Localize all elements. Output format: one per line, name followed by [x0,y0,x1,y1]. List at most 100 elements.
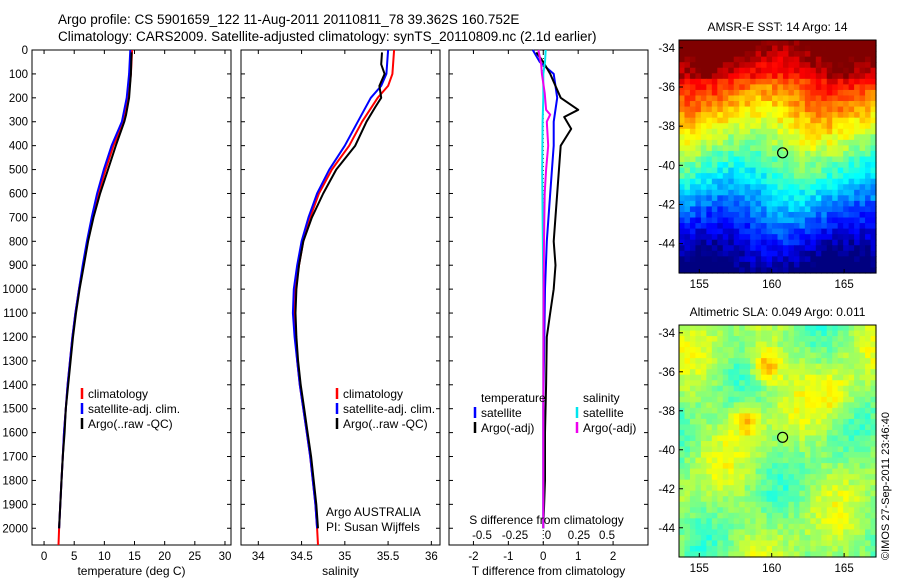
sst-map-cell [859,173,866,180]
sst-map-cell [777,239,784,246]
sla-map-cell [793,551,800,558]
sla-map-cell [722,540,729,547]
sla-map-cell [750,347,757,354]
sla-map-cell [782,474,790,481]
sla-map-cell [695,363,702,370]
sla-map-cell [739,496,746,503]
sla-map-cell [865,325,872,332]
sst-map-cell [739,150,746,158]
salinity-series-argo-raw-qc- [294,52,386,529]
sst-map-cell [700,267,707,274]
sst-map-cell [772,123,779,130]
sla-map-cell [793,446,800,453]
sla-map-cell [804,435,811,442]
sst-map-cell [854,78,861,85]
sla-map-cell [799,512,806,519]
sst-map-cell [815,195,822,202]
sla-map-cell [788,518,795,525]
sla-map-cell [750,380,757,387]
sst-map-cell [848,56,855,63]
sst-map-cell [717,239,724,246]
sst-map-cell [788,51,795,58]
sst-map-cell [832,134,839,141]
sla-map-cell [782,496,790,503]
sst-map-cell [711,217,718,224]
sst-map [679,40,877,274]
sla-map-cell [772,490,779,497]
sst-map-cell [695,245,702,252]
sla-map-cell [755,479,762,486]
sla-map-cell [744,413,751,420]
sst-map-cell [788,101,795,108]
sst-map-cell [865,211,872,219]
salinity-xtick-label: 36 [425,551,438,563]
sla-map-cell [865,540,872,547]
sst-map-cell [865,256,872,263]
sst-map-cell [870,156,877,163]
sst-map-cell [717,195,724,202]
sst-map-cell [695,239,702,246]
sst-map-cell [744,45,751,52]
sst-map-cell [772,261,779,269]
sst-map-cell [799,84,806,91]
sst-map-cell [782,62,790,69]
sla-map-cell [826,402,833,409]
sla-map-cell [728,501,735,508]
sst-map-cell [717,267,724,274]
sst-map-cell [837,128,844,135]
sla-map-cell [788,325,795,332]
sla-map-cell [700,501,707,508]
sst-map-cell [826,123,833,130]
sla-map-cell [684,418,691,426]
sla-map-cell [684,441,691,448]
sla-map-cell [755,529,762,536]
sla-map-cell [832,551,839,558]
sst-map-cell [804,184,811,191]
sst-map-cell [744,145,751,152]
sla-map-cell [679,358,686,365]
sst-map-cell [684,67,691,74]
sst-map-cell [750,228,757,235]
difference-axes-box [448,49,649,546]
sla-map-cell [750,457,757,464]
sla-map-cell [711,496,718,503]
sla-map-cell [815,496,822,503]
sst-map-cell [799,261,806,269]
sla-map-cell [799,363,806,370]
sla-map-cell [739,446,746,453]
sst-map-cell [689,189,697,196]
sla-map-cell [870,424,877,431]
sla-map-cell [761,413,768,420]
sla-map-cell [689,336,697,343]
sst-map-cell [859,178,866,185]
sst-map-cell [859,40,866,47]
sla-map-cell [728,424,735,431]
sst-map-cell [793,62,800,69]
sst-map-cell [679,95,686,102]
sla-map-cell [804,341,811,348]
sla-map-cell [722,457,729,464]
sst-map-cell [815,211,822,219]
sst-map-cell [837,256,844,263]
sst-map-cell [870,101,877,108]
sla-map-cell [761,496,768,503]
sla-map-cell [739,457,746,464]
difference-xtick-label: -2 [468,551,478,563]
sla-map-cell [793,341,800,348]
sst-map-cell [810,261,817,269]
sla-map-cell [826,341,833,348]
sla-map-cell [755,540,762,547]
sst-map-cell [848,239,855,246]
sst-map-cell [728,250,735,257]
sla-map-cell [859,463,866,470]
sla-map-cell [722,474,729,481]
sla-map-cell [772,413,779,420]
sla-map-cell [717,529,724,536]
sst-map-cell [788,200,795,208]
sst-map-cell [750,56,757,63]
sla-map-cell [793,479,800,486]
sst-map-cell [832,145,839,152]
sst-map-cell [761,73,768,80]
sla-map-cell [815,545,822,553]
sst-map-cell [837,95,844,102]
